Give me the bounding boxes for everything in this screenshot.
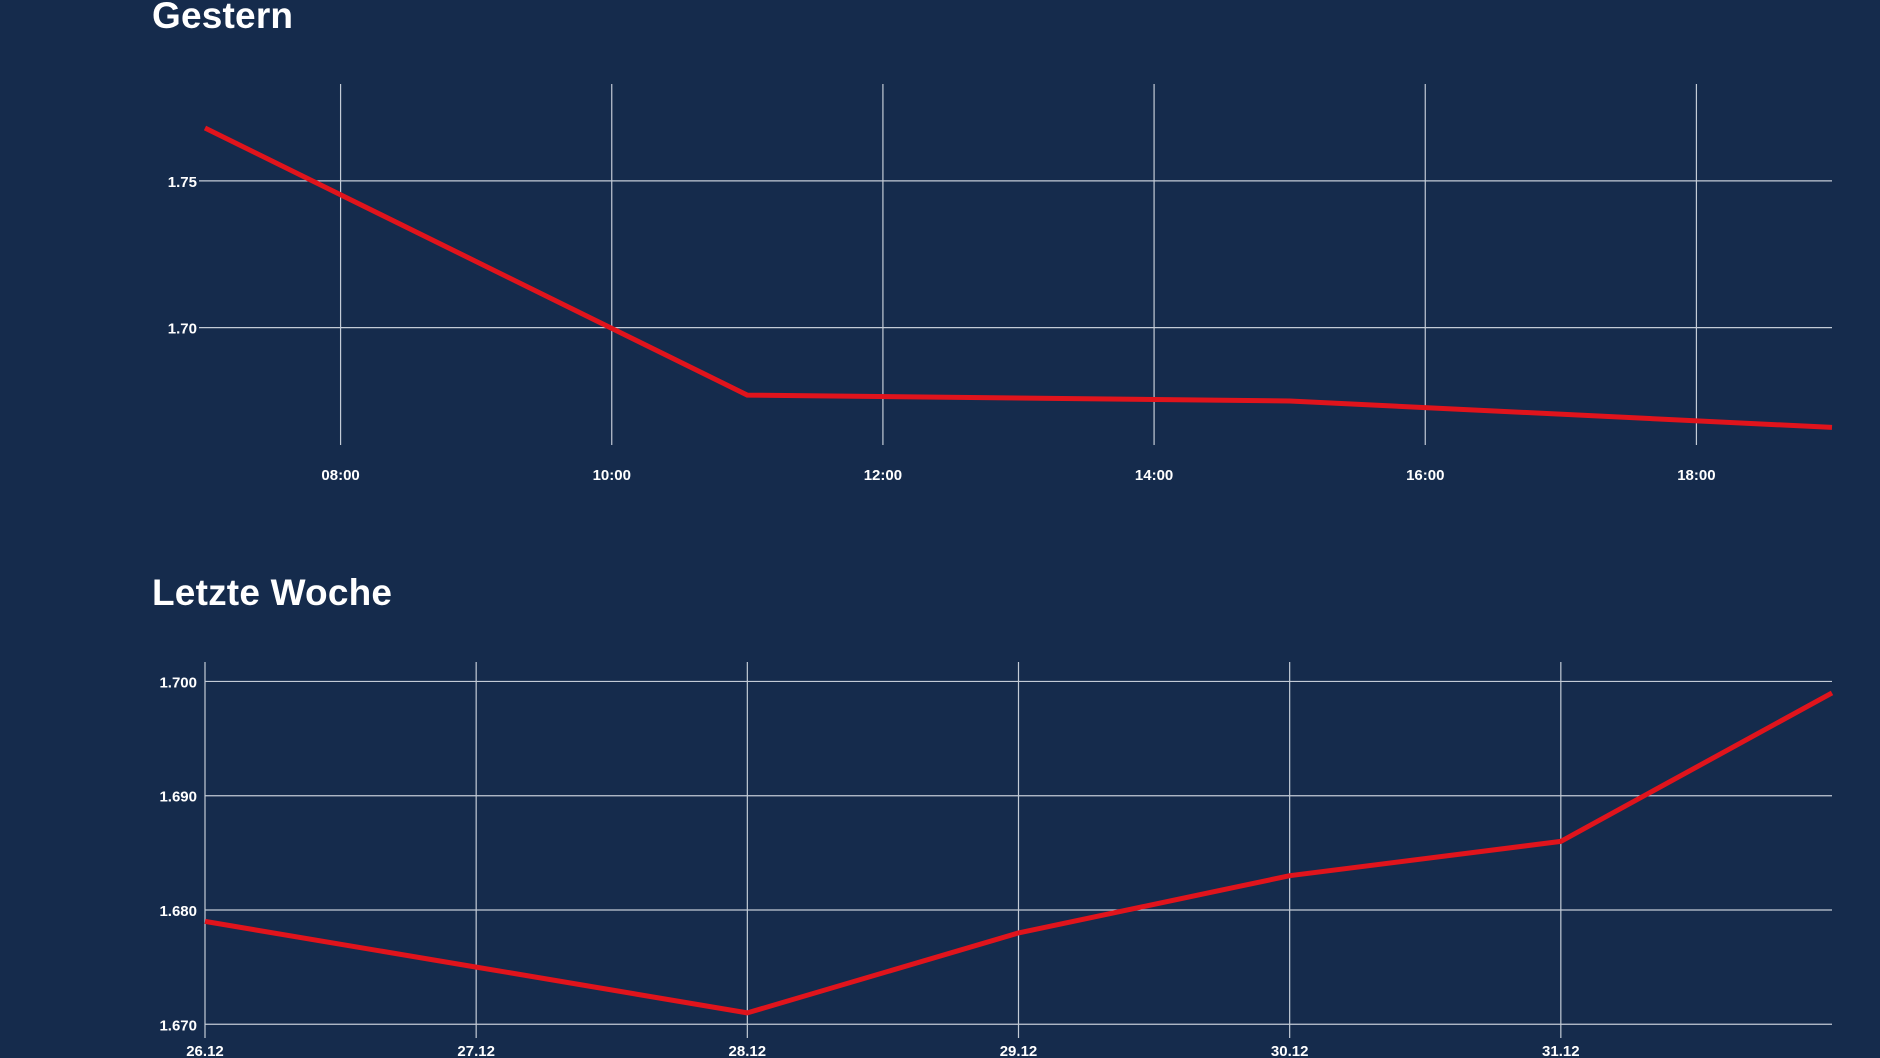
y-tick-label: 1.700 [159, 674, 197, 691]
y-tick-label: 1.75 [168, 174, 197, 191]
x-tick-label: 16:00 [1406, 467, 1444, 484]
chart-title-gestern: Gestern [152, 0, 294, 36]
x-tick-label: 30.12 [1271, 1043, 1309, 1058]
y-tick-label: 1.690 [159, 789, 197, 806]
chart-title-letzte-woche: Letzte Woche [152, 572, 393, 613]
y-tick-label: 1.680 [159, 903, 197, 920]
x-tick-label: 26.12 [186, 1043, 224, 1058]
x-tick-label: 27.12 [457, 1043, 495, 1058]
x-tick-label: 28.12 [729, 1043, 767, 1058]
y-tick-label: 1.670 [159, 1017, 197, 1034]
y-tick-label: 1.70 [168, 321, 197, 338]
series-line [204, 690, 1834, 1016]
x-tick-label: 10:00 [593, 467, 631, 484]
x-tick-label: 14:00 [1135, 467, 1173, 484]
series-line [203, 125, 1833, 430]
x-tick-label: 08:00 [321, 467, 359, 484]
x-tick-label: 29.12 [1000, 1043, 1038, 1058]
x-tick-label: 12:00 [864, 467, 902, 484]
x-tick-label: 31.12 [1542, 1043, 1580, 1058]
x-tick-label: 18:00 [1677, 467, 1715, 484]
